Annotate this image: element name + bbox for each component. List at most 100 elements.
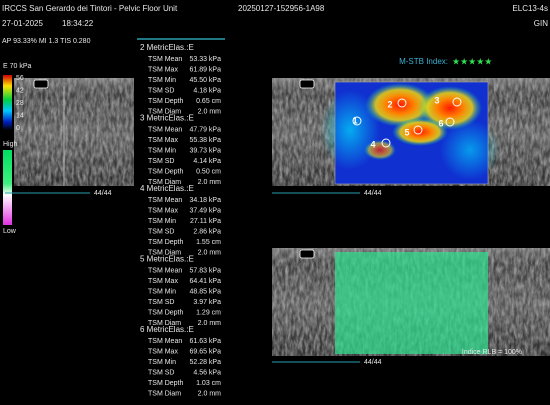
metric-title: 4 MetricElas.:E xyxy=(140,184,194,193)
index-stars: ★★★★★ xyxy=(452,56,492,66)
metric-value: 37.49 kPa xyxy=(189,207,221,214)
probe: ELC13-4s xyxy=(512,4,548,13)
metric-name: TSM Diam xyxy=(148,179,181,186)
roi-circle xyxy=(397,98,407,108)
institution: IRCCS San Gerardo dei Tintori - Pelvic F… xyxy=(2,4,178,13)
metric-name: TSM Depth xyxy=(148,380,184,387)
metric-name: TSM Max xyxy=(148,66,178,73)
metric-value: 2.0 mm xyxy=(198,179,222,186)
bmode-right-bottom xyxy=(272,248,550,356)
metric-title: 2 MetricElas.:E xyxy=(140,43,194,52)
metric-name: TSM SD xyxy=(148,228,174,235)
metric-value: 64.41 kPa xyxy=(189,278,221,285)
metric-value: 2.0 mm xyxy=(198,390,222,397)
metric-value: 1.03 cm xyxy=(196,380,221,387)
metric-name: TSM SD xyxy=(148,369,174,376)
bmode-left xyxy=(14,78,134,186)
metric-name: TSM Min xyxy=(148,147,176,154)
metric-name: TSM Max xyxy=(148,278,178,285)
roi-label: 2 xyxy=(387,99,392,109)
metric-title: 3 MetricElas.:E xyxy=(140,114,194,123)
metric-value: 57.83 kPa xyxy=(189,267,221,274)
index-label: M-STB Index: xyxy=(399,57,448,66)
colorbar-title: E 70 kPa xyxy=(3,63,32,70)
acq-params: AP 93.33% MI 1.3 TIS 0.280 xyxy=(2,38,91,45)
metric-name: TSM Diam xyxy=(148,249,181,256)
colorbar-tick: 14 xyxy=(16,112,24,119)
metric-name: TSM Diam xyxy=(148,320,181,327)
elasto-map xyxy=(320,81,500,185)
metric-name: TSM Depth xyxy=(148,309,184,316)
rlb-index: Indice RLB = 100% xyxy=(462,349,522,356)
roi-label: 3 xyxy=(434,95,439,105)
metric-value: 1.29 cm xyxy=(196,309,221,316)
metric-name: TSM SD xyxy=(148,158,174,165)
metric-value: 0.50 cm xyxy=(196,168,221,175)
metric-value: 4.14 kPa xyxy=(193,158,221,165)
quality-high: High xyxy=(3,141,18,148)
metric-value: 53.33 kPa xyxy=(189,56,221,63)
metric-name: TSM Min xyxy=(148,359,176,366)
metric-value: 69.65 kPa xyxy=(189,348,221,355)
metric-name: TSM Mean xyxy=(148,197,182,204)
metric-name: TSM Mean xyxy=(148,56,182,63)
frame-counter: 44/44 xyxy=(364,190,382,197)
metric-value: 0.65 cm xyxy=(196,98,221,105)
metric-name: TSM Max xyxy=(148,348,178,355)
roi-circle xyxy=(413,125,423,135)
metric-value: 4.18 kPa xyxy=(193,87,221,94)
roi-label: 6 xyxy=(438,118,443,128)
quality-low: Low xyxy=(3,228,17,235)
metric-title: 5 MetricElas.:E xyxy=(140,255,194,264)
metric-value: 55.38 kPa xyxy=(189,137,221,144)
roi-label: 1 xyxy=(352,115,357,125)
metric-name: TSM Mean xyxy=(148,338,182,345)
frame-counter: 44/44 xyxy=(364,359,382,366)
metric-value: 3.97 kPa xyxy=(193,299,221,306)
colorbar-tick: 0 xyxy=(16,125,20,132)
roi-circle xyxy=(352,116,362,126)
metric-title: 6 MetricElas.:E xyxy=(140,325,194,334)
metric-name: TSM Max xyxy=(148,137,178,144)
metric-value: 48.85 kPa xyxy=(189,288,221,295)
roi-label: 5 xyxy=(404,127,409,137)
metric-value: 2.86 kPa xyxy=(193,228,221,235)
quality-colorbar xyxy=(3,150,12,225)
metric-value: 27.11 kPa xyxy=(190,218,221,225)
metric-name: TSM Max xyxy=(148,207,178,214)
metric-value: 4.56 kPa xyxy=(193,369,221,376)
metric-value: 45.50 kPa xyxy=(189,77,221,84)
metric-value: 2.0 mm xyxy=(198,320,222,327)
metric-value: 52.28 kPa xyxy=(189,359,221,366)
metric-name: TSM Mean xyxy=(148,267,182,274)
metric-value: 1.55 cm xyxy=(196,239,221,246)
metric-name: TSM SD xyxy=(148,87,174,94)
metric-name: TSM Min xyxy=(148,77,176,84)
colorbar-tick: 56 xyxy=(16,75,24,82)
preset: GIN xyxy=(534,19,548,28)
metric-value: 61.89 kPa xyxy=(189,66,221,73)
metric-value: 2.0 mm xyxy=(198,249,222,256)
roi-circle xyxy=(381,138,391,148)
metric-name: TSM Mean xyxy=(148,126,182,133)
metric-name: TSM Depth xyxy=(148,98,184,105)
metric-name: TSM Diam xyxy=(148,390,181,397)
exam-id: 20250127-152956-1A98 xyxy=(238,4,325,13)
metric-name: TSM Min xyxy=(148,218,176,225)
metric-name: TSM Diam xyxy=(148,108,181,115)
roi-circle xyxy=(452,97,462,107)
frame-counter: 44/44 xyxy=(94,190,112,197)
metric-value: 34.18 kPa xyxy=(189,197,221,204)
elasticity-colorbar xyxy=(3,75,12,130)
metric-name: TSM Min xyxy=(148,288,176,295)
metric-value: 47.79 kPa xyxy=(189,126,221,133)
roi-circle xyxy=(445,117,455,127)
colorbar-tick: 42 xyxy=(16,87,24,94)
roi-label: 4 xyxy=(370,139,375,149)
colorbar-tick: 28 xyxy=(16,100,24,107)
metric-name: TSM Depth xyxy=(148,168,184,175)
time: 18:34:22 xyxy=(62,19,94,28)
date: 27-01-2025 xyxy=(2,19,43,28)
metric-value: 2.0 mm xyxy=(198,108,222,115)
